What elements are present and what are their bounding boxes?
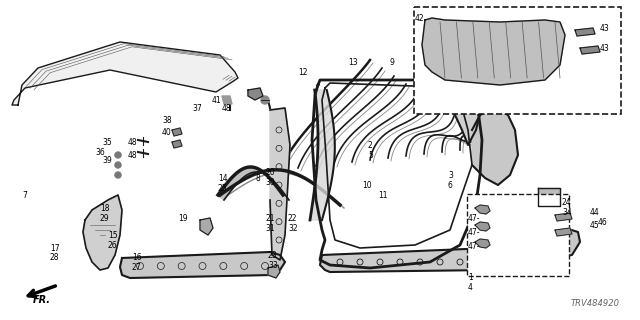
Text: 4: 4 [468, 284, 473, 292]
Text: 18: 18 [100, 204, 109, 212]
Text: 34: 34 [562, 207, 572, 217]
Polygon shape [580, 46, 600, 54]
Text: 14: 14 [218, 173, 228, 182]
Polygon shape [475, 205, 490, 214]
Text: 25: 25 [218, 183, 228, 193]
Text: 45: 45 [590, 220, 600, 229]
Text: 1: 1 [468, 274, 473, 283]
Text: 5: 5 [368, 150, 373, 159]
Text: 32: 32 [288, 223, 298, 233]
Text: 17: 17 [50, 244, 60, 252]
Text: 19: 19 [178, 213, 188, 222]
FancyBboxPatch shape [467, 194, 569, 276]
FancyBboxPatch shape [414, 7, 621, 114]
Text: 40: 40 [162, 127, 172, 137]
Polygon shape [268, 265, 280, 278]
Polygon shape [310, 90, 335, 220]
Circle shape [115, 152, 121, 158]
Text: 9: 9 [390, 58, 395, 67]
Polygon shape [120, 252, 285, 278]
Text: 42: 42 [415, 13, 424, 22]
Polygon shape [555, 228, 572, 236]
Text: 43: 43 [600, 23, 610, 33]
Text: 24: 24 [562, 197, 572, 206]
Text: 11: 11 [378, 190, 387, 199]
Polygon shape [218, 167, 289, 200]
Text: 38: 38 [162, 116, 172, 124]
Text: 22: 22 [288, 213, 298, 222]
Text: 30: 30 [265, 178, 275, 187]
Text: 48: 48 [128, 150, 138, 159]
Polygon shape [248, 88, 263, 100]
Text: 46: 46 [598, 218, 608, 227]
Text: 36: 36 [95, 148, 105, 156]
Polygon shape [320, 248, 498, 272]
Circle shape [115, 162, 121, 168]
Text: TRV484920: TRV484920 [571, 299, 620, 308]
Text: 20: 20 [265, 167, 275, 177]
Polygon shape [475, 239, 490, 248]
Polygon shape [455, 82, 482, 145]
Text: 39: 39 [102, 156, 112, 164]
Circle shape [261, 96, 269, 104]
Text: 23: 23 [268, 251, 278, 260]
Polygon shape [83, 195, 122, 270]
Polygon shape [555, 213, 572, 221]
Polygon shape [478, 228, 580, 268]
Text: 41: 41 [212, 95, 221, 105]
Polygon shape [172, 140, 182, 148]
Text: 29: 29 [100, 213, 109, 222]
Polygon shape [12, 42, 238, 105]
Polygon shape [472, 108, 518, 185]
Text: 48: 48 [128, 138, 138, 147]
Polygon shape [222, 96, 232, 104]
Text: 21: 21 [265, 213, 275, 222]
Text: 44: 44 [590, 207, 600, 217]
Text: 27: 27 [132, 263, 141, 273]
Text: 10: 10 [362, 180, 372, 189]
Text: 16: 16 [132, 253, 141, 262]
Polygon shape [538, 188, 560, 206]
Text: 33: 33 [268, 260, 278, 269]
Text: FR.: FR. [33, 295, 51, 305]
Text: 7: 7 [22, 190, 27, 199]
Text: 13: 13 [348, 58, 358, 67]
Text: 28: 28 [50, 253, 60, 262]
Text: 31: 31 [265, 223, 275, 233]
Polygon shape [422, 18, 565, 85]
Text: 48: 48 [222, 103, 232, 113]
Polygon shape [270, 108, 290, 260]
Text: 35: 35 [102, 138, 112, 147]
Polygon shape [475, 222, 490, 231]
Polygon shape [200, 218, 213, 235]
Polygon shape [172, 128, 182, 136]
Circle shape [115, 172, 121, 178]
Text: 47-: 47- [468, 228, 481, 236]
Text: 12: 12 [298, 68, 307, 76]
Text: 3: 3 [448, 171, 453, 180]
Text: 15: 15 [108, 230, 118, 239]
Text: 26: 26 [108, 241, 118, 250]
Text: 47-: 47- [468, 213, 481, 222]
Text: 37: 37 [192, 103, 202, 113]
Text: 47-: 47- [468, 242, 481, 251]
Text: 6: 6 [448, 180, 453, 189]
Text: 8: 8 [255, 173, 260, 182]
Polygon shape [575, 28, 595, 36]
Text: 43: 43 [600, 44, 610, 52]
Text: 2: 2 [368, 140, 372, 149]
